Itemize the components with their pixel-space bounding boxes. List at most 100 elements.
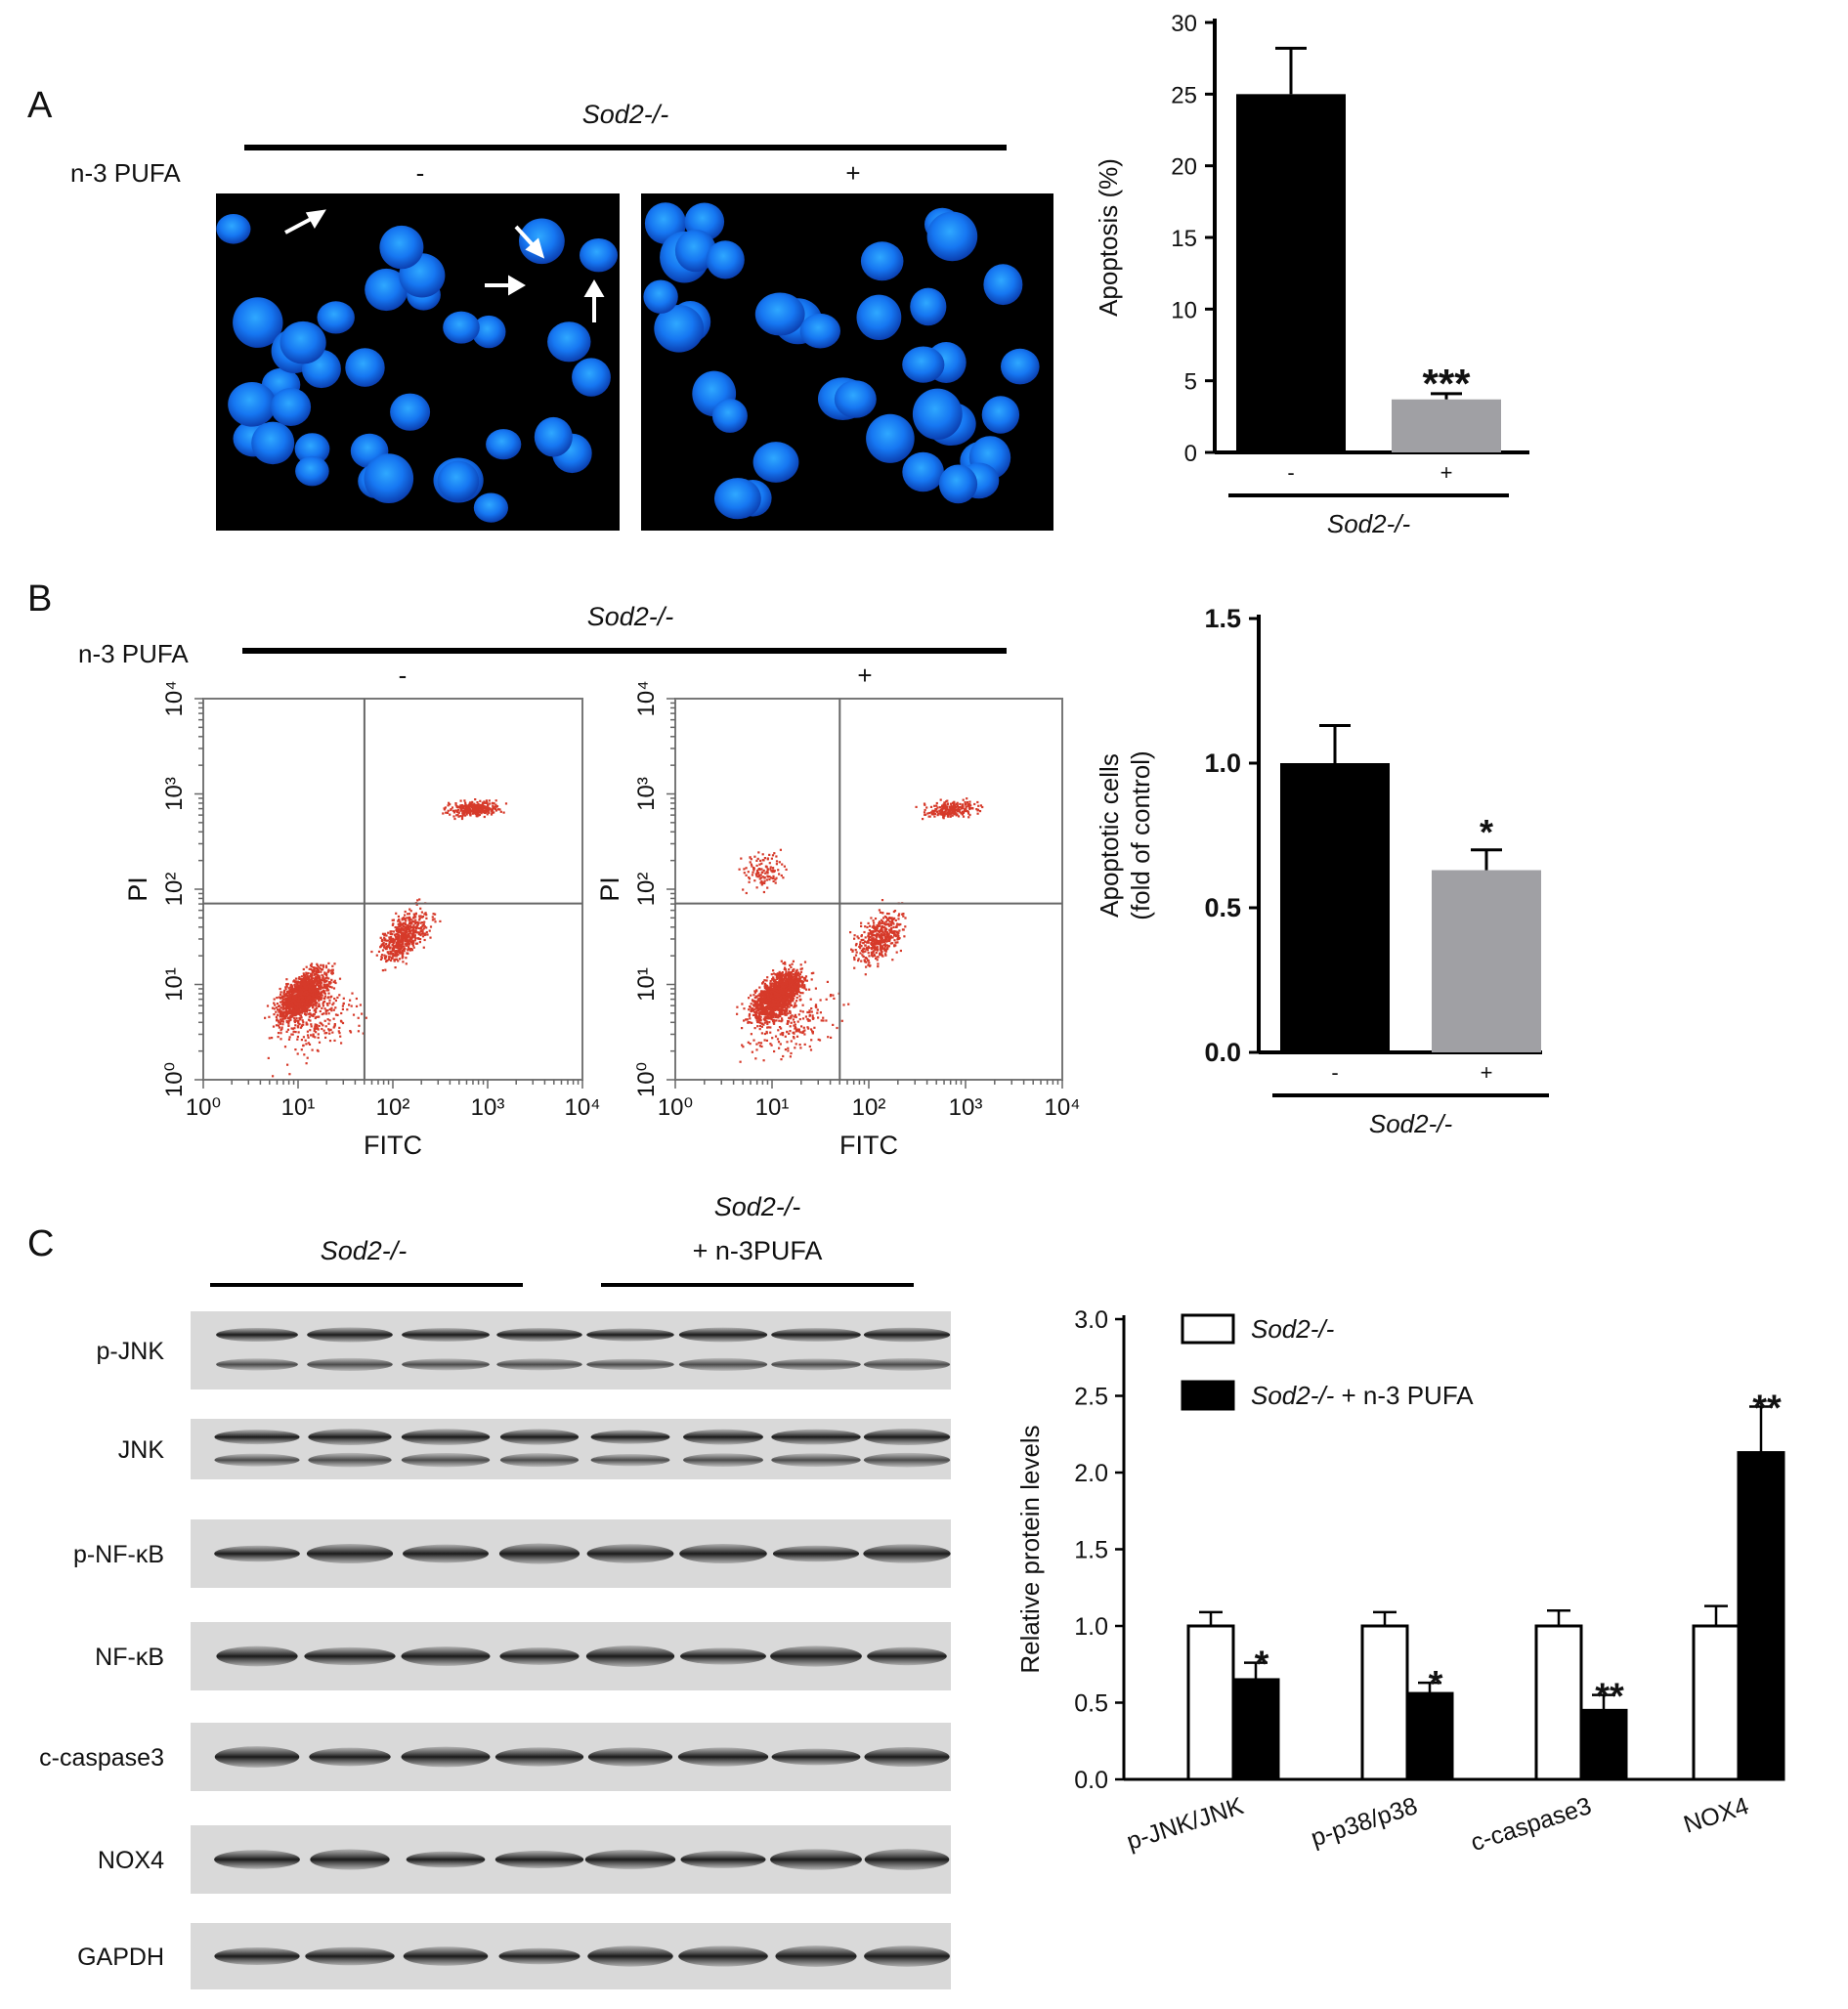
y-tick-label: 10⁴ <box>161 680 188 716</box>
blot-band <box>679 1543 767 1564</box>
y-tick-label: 5 <box>1184 369 1197 396</box>
blot-band <box>402 1358 490 1371</box>
blot-band <box>401 1452 491 1468</box>
nucleus-cell <box>295 455 329 487</box>
bar <box>1231 1678 1280 1781</box>
significance-marker: ** <box>1595 1677 1624 1718</box>
bar <box>1692 1624 1741 1781</box>
panel-a-plus-sign: + <box>845 158 860 188</box>
y-tick-label: 2.5 <box>1074 1384 1108 1411</box>
nucleus-cell <box>251 421 295 465</box>
legend-swatch <box>1181 1313 1235 1345</box>
x-category-label: - <box>1331 1060 1338 1085</box>
bar <box>1186 1624 1235 1781</box>
nucleus-cell <box>572 358 611 397</box>
blot-group1-label: Sod2-/- <box>321 1236 408 1265</box>
nucleus-cell <box>983 264 1023 306</box>
blot-band <box>863 1327 951 1343</box>
blot-band <box>678 1945 768 1967</box>
bar <box>1432 870 1541 1052</box>
y-tick-label: 1.0 <box>1204 748 1241 778</box>
panel-b: B Sod2-/- n-3 PUFA - + 10⁰10⁰10¹10¹10²10… <box>27 578 1549 1160</box>
blot-band <box>403 1544 489 1563</box>
blot-band <box>214 1545 300 1562</box>
bar <box>1534 1624 1583 1781</box>
nucleus-cell <box>279 321 326 364</box>
blot-band <box>402 1328 490 1342</box>
nucleus-cell <box>437 460 480 502</box>
western-blot-panel: p-JNK JNK p-NF-κB NF-κB c-caspase3 NOX4 GAPDH <box>39 1311 951 1989</box>
blot-band <box>308 1429 392 1445</box>
y-axis-label: Apoptotic cells(fold of control) <box>1095 750 1155 919</box>
y-tick-label: 0 <box>1184 441 1197 467</box>
y-tick-label: 10 <box>1171 297 1197 323</box>
y-tick-label: 10⁰ <box>161 1062 188 1097</box>
significance-marker: ** <box>1752 1388 1782 1429</box>
event-dots <box>736 797 984 1063</box>
y-tick-label: 0.5 <box>1204 893 1241 922</box>
blot-row-label: GAPDH <box>77 1944 164 1971</box>
blot-band <box>771 1429 861 1445</box>
y-tick-label: 10¹ <box>161 967 188 1002</box>
blot-band <box>586 1358 674 1371</box>
blot-band <box>494 1851 584 1868</box>
blot-band <box>677 1747 769 1767</box>
blot-row-label: NOX4 <box>98 1847 164 1874</box>
blot-band <box>496 1328 582 1342</box>
x-tick-label: 10³ <box>949 1094 983 1121</box>
blot-band <box>770 1849 862 1870</box>
blot-band <box>587 1945 673 1967</box>
nucleus-cell <box>926 211 978 262</box>
nucleus-cell <box>443 311 480 344</box>
nucleus-cell <box>912 388 963 440</box>
significance-marker: * <box>1255 1645 1269 1686</box>
x-category-label: p-p38/p38 <box>1308 1792 1421 1852</box>
nucleus-cell <box>706 240 745 279</box>
blot-band <box>306 1543 394 1564</box>
panel-b-letter: B <box>27 578 52 620</box>
nucleus-cell <box>519 218 565 265</box>
blot-band <box>307 1357 393 1371</box>
panel-b-treatment-label: n-3 PUFA <box>78 639 189 668</box>
significance-marker: *** <box>1422 361 1471 406</box>
nucleus-cell <box>981 396 1020 434</box>
blot-band <box>216 1327 298 1343</box>
nucleus-cell <box>365 268 408 312</box>
blot-row-label: c-caspase3 <box>39 1744 164 1772</box>
nucleus-cell <box>534 416 573 457</box>
blot-band <box>587 1747 673 1767</box>
nucleus-cell <box>834 380 877 418</box>
y-tick-label: 1.5 <box>1204 604 1241 633</box>
group-label: Sod2-/- <box>1369 1109 1453 1138</box>
nucleus-cell <box>711 399 748 433</box>
nucleus-cell <box>233 297 283 348</box>
x-tick-label: 10⁴ <box>1044 1094 1080 1121</box>
blot-group2-label-line1: Sod2-/- <box>714 1192 801 1221</box>
y-tick-label: 10⁴ <box>633 680 660 716</box>
nucleus-cell <box>345 348 385 387</box>
y-axis-label: PI <box>123 876 152 902</box>
blot-band <box>586 1328 674 1342</box>
y-tick-label: 0.0 <box>1204 1038 1241 1067</box>
blot-band <box>771 1748 861 1766</box>
x-tick-label: 10⁴ <box>564 1094 600 1121</box>
bar <box>1360 1624 1409 1781</box>
blot-band <box>494 1747 584 1767</box>
legend-label: Sod2-/- <box>1251 1314 1335 1344</box>
blot-band <box>683 1453 763 1467</box>
blot-band <box>771 1453 861 1467</box>
blot-strip <box>191 1311 951 1389</box>
blot-band <box>401 1429 491 1445</box>
significance-marker: * <box>1429 1664 1443 1705</box>
x-tick-label: 10⁰ <box>186 1094 221 1121</box>
panel-c-letter: C <box>27 1223 54 1264</box>
nucleus-cell <box>547 321 591 363</box>
y-tick-label: 2.0 <box>1074 1460 1108 1487</box>
blot-band <box>305 1946 395 1966</box>
blot-band <box>214 1746 300 1768</box>
blot-band <box>214 1430 300 1445</box>
blot-strip <box>191 1419 951 1479</box>
nucleus-cell <box>902 451 944 492</box>
chart-apoptotic-cells: 0.0 0.5 1.0 1.5 - * + Sod2-/- Apoptotic cells(fo… <box>1095 604 1549 1138</box>
event-dots <box>264 798 508 1078</box>
